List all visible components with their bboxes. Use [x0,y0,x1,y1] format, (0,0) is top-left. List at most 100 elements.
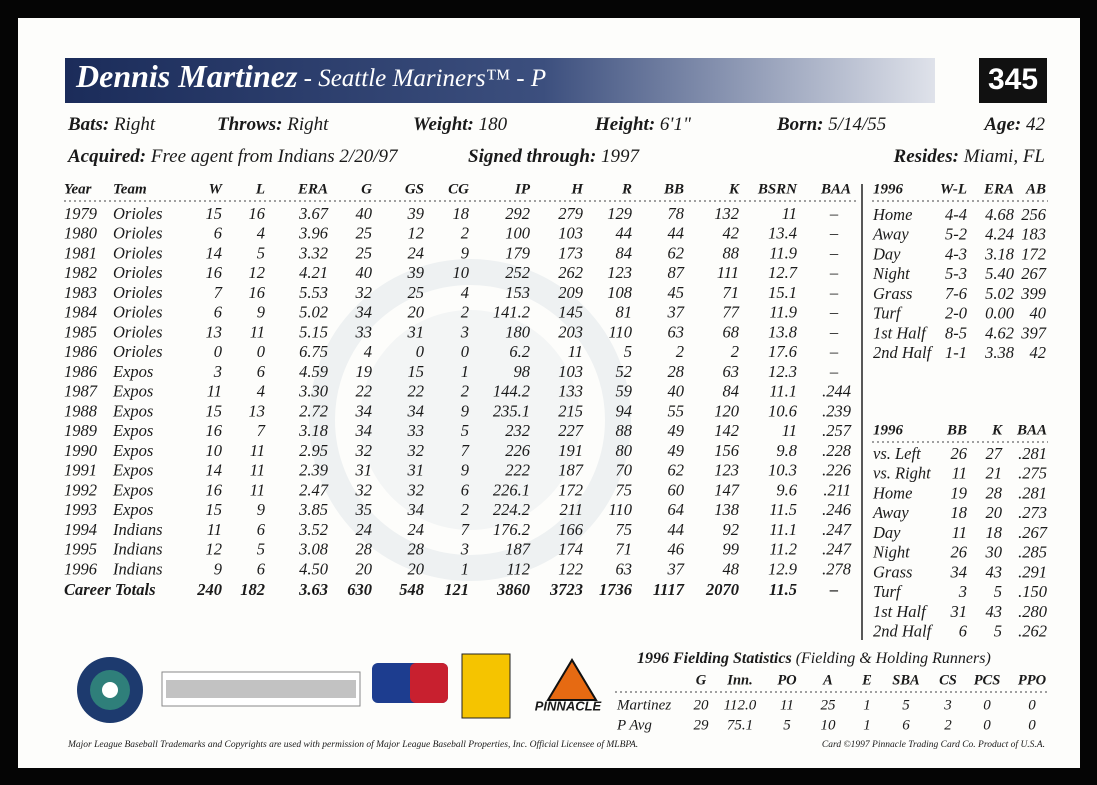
cell: .247 [822,520,852,539]
cell: 16 [249,283,266,302]
cell: 9 [214,559,222,578]
total-cell: – [829,580,839,599]
total-cell: 182 [240,580,265,599]
fielding-cell: 1 [863,717,871,733]
bio-item: Weight: 180 [413,114,508,135]
card-number: 345 [988,63,1038,96]
cell: 49 [668,441,685,460]
split-cell: 31 [950,602,968,621]
split-cell: 399 [1020,284,1046,303]
fielding-cell: 75.1 [727,717,753,733]
team-position: - Seattle Mariners™ - P [297,65,546,92]
cell: 5 [257,243,265,262]
cell: 11 [207,382,222,401]
split-cell: Turf [873,582,903,601]
cell: 5 [624,342,632,361]
cell: 6 [257,520,266,539]
cell: – [829,283,839,302]
cell: 10 [453,263,470,282]
cell: 1992 [64,480,97,499]
cell: .246 [822,500,852,519]
column-header: IP [514,181,531,197]
cell: 7 [461,520,470,539]
pinnacle-logo [546,658,598,701]
cell: 19 [356,362,373,381]
cell: 179 [505,243,530,262]
column-header: G [361,181,372,197]
cell: 10.6 [768,401,798,420]
cell: 2.39 [299,461,328,480]
mariners-logo [102,682,118,698]
cell: 2 [461,224,469,243]
cell: 62 [668,461,685,480]
column-header: BSRN [757,181,798,197]
cell: 3.85 [298,500,328,519]
cell: 78 [668,204,685,223]
split-cell: 11 [952,523,967,542]
cell: 88 [616,421,633,440]
bio-value: 6'1" [655,114,692,135]
cell: 1980 [64,224,98,243]
cell: 11 [782,204,797,223]
cell: – [829,362,839,381]
cell: 1995 [64,540,97,559]
cell: 144.2 [493,382,530,401]
split-cell: Day [872,244,901,263]
cell: 39 [407,204,425,223]
footer-legal: Major League Baseball Trademarks and Cop… [67,739,638,750]
bio-label: Height: [594,114,655,135]
cell: .278 [822,559,852,578]
cell: 9.6 [776,480,797,499]
cell: 166 [558,520,584,539]
split-cell: 8-5 [945,323,967,342]
split-cell: 43 [986,602,1003,621]
cell: 1 [461,362,469,381]
cell: 174 [558,540,583,559]
cell: 122 [558,559,583,578]
cell: 98 [514,362,531,381]
cell: 80 [616,441,633,460]
cell: 18 [453,204,470,223]
cell: 120 [714,401,740,420]
cell: .226 [822,461,852,480]
split-cell: Turf [873,304,903,323]
cell: 11 [250,441,265,460]
fielding-header: E [861,672,872,688]
bio-item: Born: 5/14/55 [776,114,886,135]
cell: 1986 [64,362,98,381]
cell: 112 [506,559,530,578]
cell: Expos [112,421,153,440]
cell: Expos [112,362,153,381]
fielding-header: SBA [892,672,920,688]
watermark [309,259,631,581]
cell: 3 [213,362,222,381]
cell: 12.3 [768,362,797,381]
cell: 133 [558,382,583,401]
cell: Orioles [113,204,163,223]
cell: 84 [616,243,633,262]
fielding-cell: 0 [1028,697,1036,713]
cell: 44 [616,224,633,243]
cell: 6.75 [299,342,328,361]
cell: 11 [250,461,265,480]
split-header: BB [946,422,967,438]
fielding-header: G [696,672,707,688]
column-header: ERA [297,181,328,197]
number-box [979,58,1047,103]
fielding-cell: Martinez [616,697,671,713]
cell: 70 [616,461,633,480]
cell: 145 [558,303,583,322]
split-cell: Night [872,543,910,562]
cell: 32 [355,441,373,460]
cell: 15.1 [768,283,797,302]
cell: 13.4 [768,224,797,243]
bio-item: Resides: Miami, FL [893,146,1045,167]
column-header: Team [113,181,147,197]
split-header: BAA [1016,422,1047,438]
cell: 77 [723,303,740,322]
cell: 1985 [64,322,97,341]
column-header: BAA [820,181,851,197]
cell: Orioles [113,322,163,341]
cell: 1979 [64,204,97,223]
